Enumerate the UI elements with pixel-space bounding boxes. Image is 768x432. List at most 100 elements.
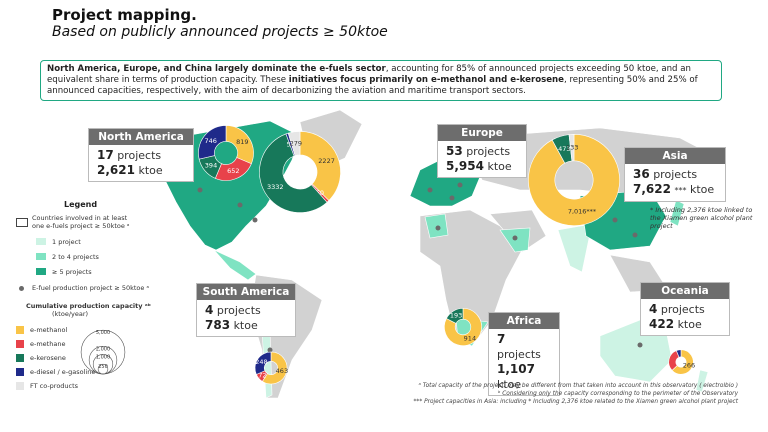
project-dot xyxy=(267,347,273,353)
projects-line: 17 projects xyxy=(97,148,185,163)
region-name: Africa xyxy=(489,313,559,329)
region-card: Asia 36 projects 7,622 *** ktoe xyxy=(624,147,726,202)
size-label: 2,000 xyxy=(96,346,110,352)
donut-label: 652 xyxy=(227,167,239,175)
donut-segment xyxy=(261,351,288,385)
region-name: North America xyxy=(89,129,193,145)
central-america xyxy=(213,249,257,281)
footnotes: ᵃ Total capacity of the project, may be … xyxy=(414,382,738,406)
summary-text: , accounting for 85% of announced projec… xyxy=(47,64,691,85)
donut-label: 7,016*** xyxy=(568,207,597,215)
donut-segment xyxy=(299,131,341,201)
project-dot xyxy=(449,195,455,201)
size-circle xyxy=(97,363,109,375)
india xyxy=(557,223,593,273)
projects-label: projects xyxy=(660,303,705,316)
unit: ktoe xyxy=(677,318,702,331)
legend-label: Cumulative production capacity ᵃᵇ xyxy=(26,302,151,310)
capacity: 2,621 xyxy=(97,163,135,177)
donut-label: 133 xyxy=(566,144,578,152)
project-dot xyxy=(512,235,518,241)
legend-label: e-methanol xyxy=(30,326,68,334)
projects-label: projects xyxy=(497,348,541,361)
donut-segment xyxy=(287,131,301,157)
legend-label: e-diesel / e-gasoline xyxy=(30,368,96,376)
projects-label: projects xyxy=(117,149,162,162)
donut-segment xyxy=(675,349,682,358)
donut-label: 72 xyxy=(258,371,266,379)
footnote: ᵇ Considering only the capacity correspo… xyxy=(497,391,738,397)
donut-segment xyxy=(528,134,620,226)
capacity: 1,107 xyxy=(497,362,535,376)
legend-swatch xyxy=(36,268,46,275)
new-zealand xyxy=(695,369,709,393)
legend-label: Countries involved in at least one e-fue… xyxy=(32,214,130,230)
projects-line: 7 projects xyxy=(497,332,551,362)
projects-label: projects xyxy=(653,168,698,181)
region-card: South America 4 projects 783 ktoe xyxy=(196,283,296,337)
donut-label: 60 xyxy=(316,189,324,197)
summary-bold: North America, Europe, and China largely… xyxy=(47,64,386,74)
legend-label: ≥ 5 projects xyxy=(52,268,92,276)
project-count: 4 xyxy=(649,302,658,316)
project-dot xyxy=(237,202,243,208)
project-dot xyxy=(197,187,203,193)
donut-label: 819 xyxy=(236,138,248,146)
capacity-note: *** xyxy=(674,186,687,195)
legend-label: e-kerosene xyxy=(30,354,66,362)
projects-line: 53 projects xyxy=(446,144,518,159)
region-body: 17 projects 2,621 ktoe xyxy=(89,145,193,181)
capacity: 422 xyxy=(649,317,675,331)
legend-dot xyxy=(19,286,24,291)
project-dot xyxy=(612,217,618,223)
capacity-line: 783 ktoe xyxy=(205,318,287,333)
size-legend: 5,000 2,000 1,000 250 xyxy=(80,329,126,375)
project-dot xyxy=(457,182,463,188)
donut-label: 2227 xyxy=(318,157,335,165)
region-body: 36 projects 7,622 *** ktoe xyxy=(625,164,725,201)
donut-label: 914 xyxy=(464,334,476,342)
capacity-line: 2,621 ktoe xyxy=(97,163,185,178)
region-body: 7 projects 1,107 ktoe xyxy=(489,329,559,395)
legend-title: Legend xyxy=(64,200,98,209)
legend-label: 2 to 4 projects xyxy=(52,253,99,261)
donut-label: 266 xyxy=(683,361,695,369)
projects-line: 36 projects xyxy=(633,167,717,182)
region-card: Europe 53 projects 5,954 ktoe xyxy=(437,124,527,178)
donut-label: 248 xyxy=(255,358,267,366)
legend-label: e-methane xyxy=(30,340,66,348)
donut-segment xyxy=(446,308,464,324)
donut-label: 746 xyxy=(204,137,216,145)
donut-segment xyxy=(198,125,227,160)
project-dot xyxy=(632,232,638,238)
donut-label: 193 xyxy=(450,312,462,320)
unit: ktoe xyxy=(487,160,512,173)
subtitle: Based on publicly announced projects ≥ 5… xyxy=(52,24,388,40)
legend-swatch xyxy=(16,218,28,227)
legend-swatch xyxy=(16,340,24,348)
region-card: Oceania 4 projects 422 ktoe xyxy=(640,282,730,336)
donut-label: 56 xyxy=(287,141,295,149)
footnote: ᵃ Total capacity of the project, may be … xyxy=(418,383,738,389)
region-name: Asia xyxy=(625,148,725,164)
legend-label: (ktoe/year) xyxy=(52,310,89,318)
summary-bold: initiatives focus primarily on e-methano… xyxy=(288,75,564,85)
legend-swatch xyxy=(16,382,24,390)
region-body: 4 projects 783 ktoe xyxy=(197,300,295,336)
region-body: 53 projects 5,954 ktoe xyxy=(438,141,526,177)
capacity-line: 5,954 ktoe xyxy=(446,159,518,174)
summary-text: , representing 50% and 25% of announced … xyxy=(47,75,698,96)
region-card: North America 17 projects 2,621 ktoe xyxy=(88,128,194,182)
project-dot xyxy=(637,342,643,348)
projects-label: projects xyxy=(216,304,261,317)
donut-segment xyxy=(671,349,694,375)
unit: ktoe xyxy=(138,164,163,177)
legend-label: 1 project xyxy=(52,238,81,246)
asia-note: * Including 2,376 ktoe linked to the Xia… xyxy=(650,206,753,230)
size-label: 5,000 xyxy=(96,330,110,336)
japan xyxy=(669,199,685,227)
legend-swatch xyxy=(16,326,24,334)
